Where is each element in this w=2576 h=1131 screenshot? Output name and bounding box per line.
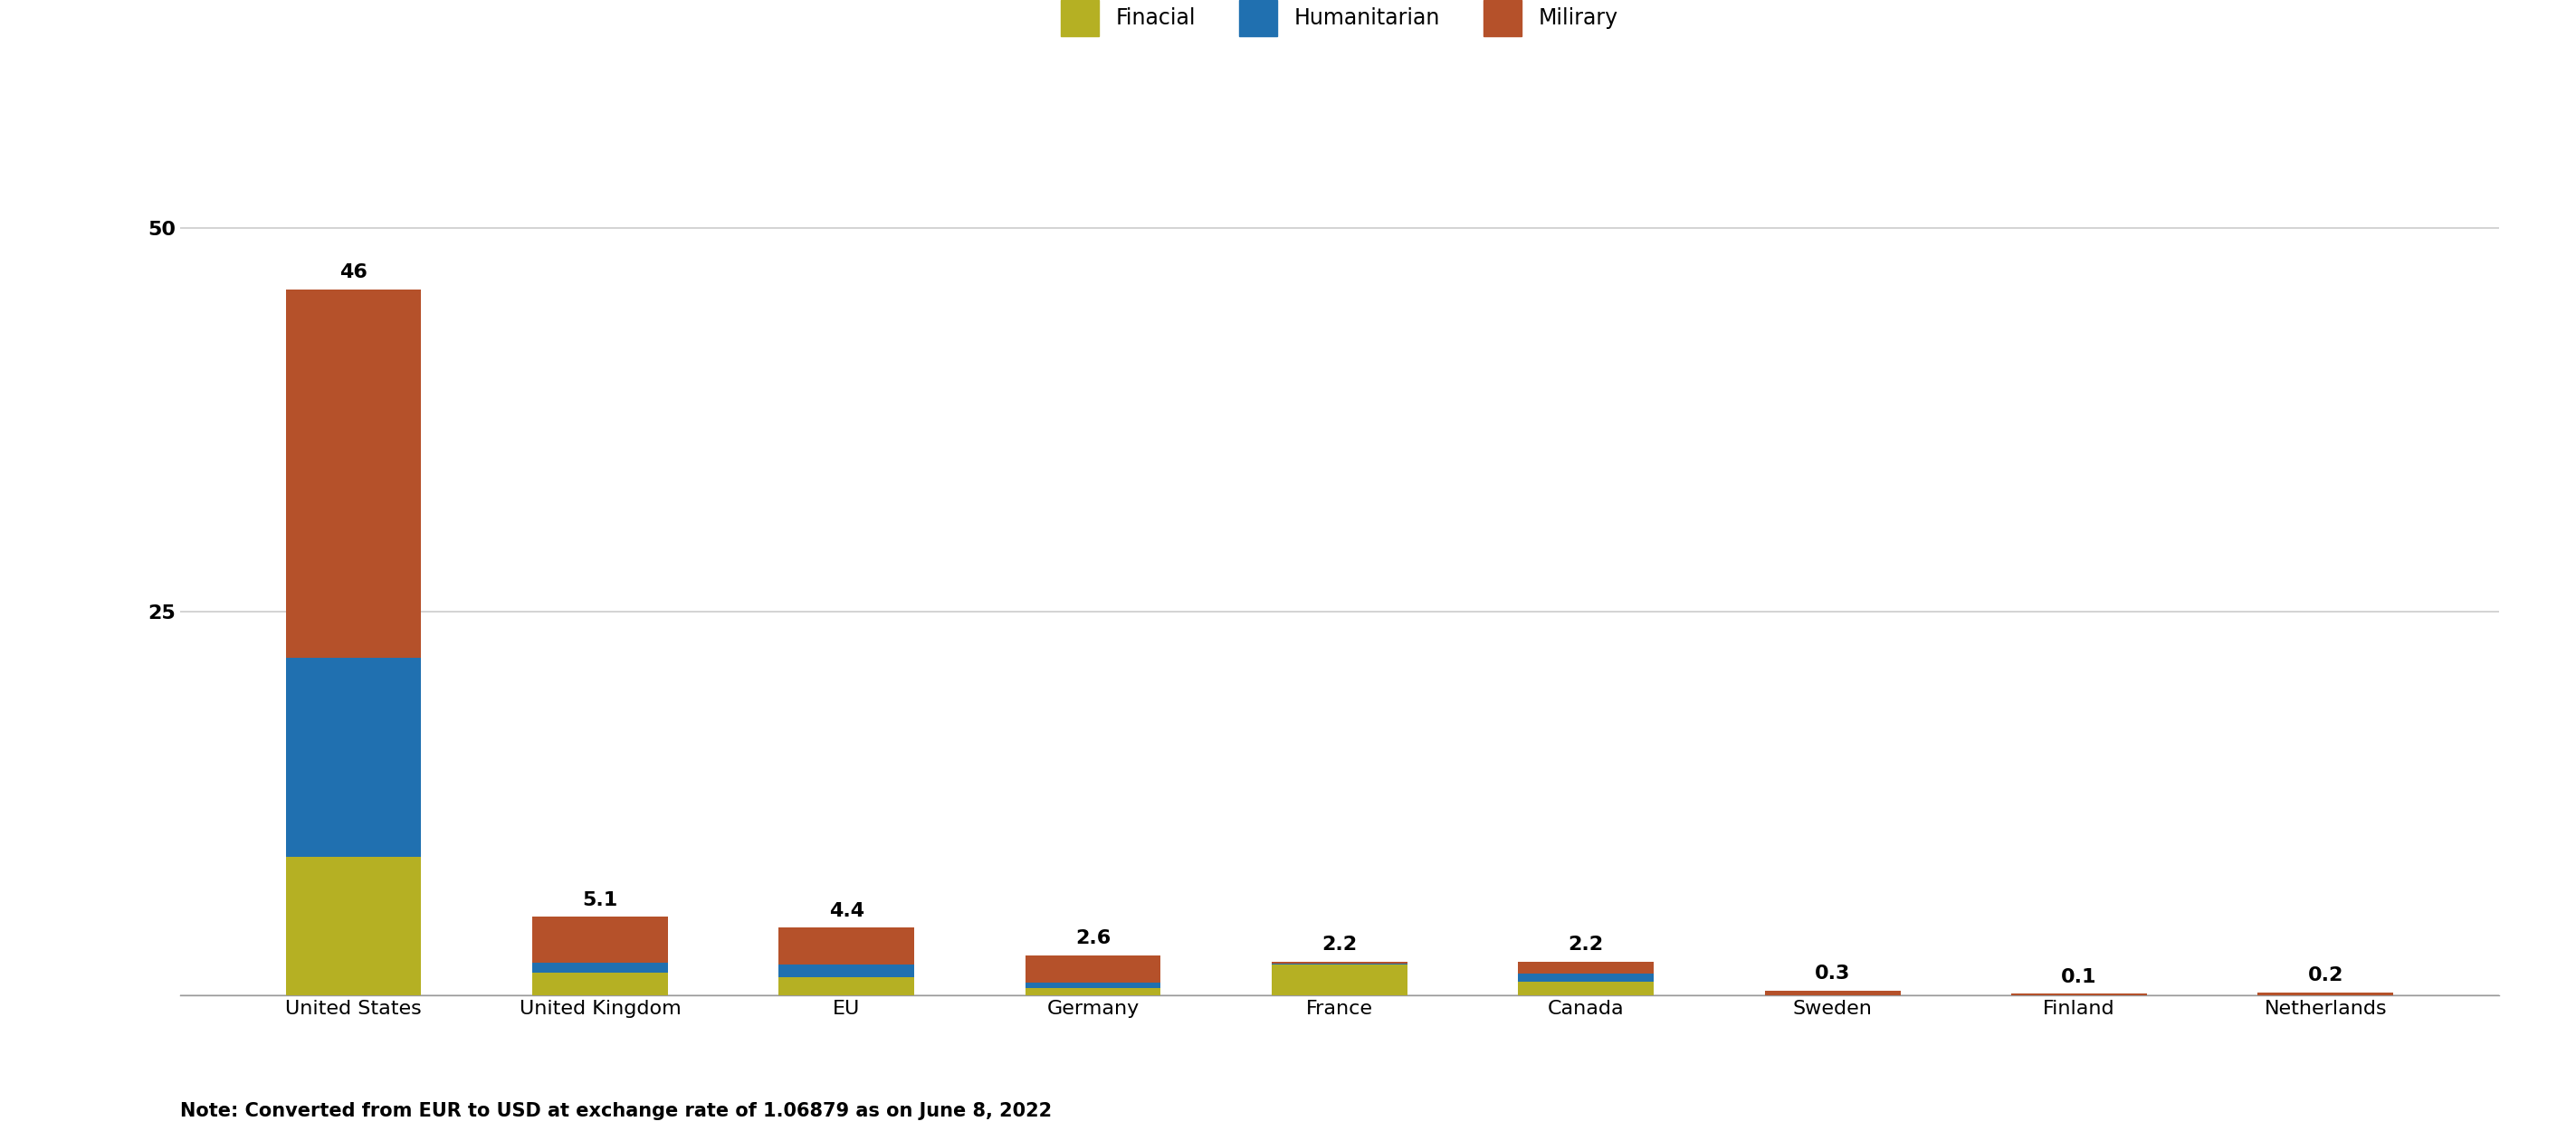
Bar <box>1025 983 1162 987</box>
Text: 2.2: 2.2 <box>1321 935 1358 953</box>
Text: 2.2: 2.2 <box>1569 935 1605 953</box>
Bar <box>2012 994 2146 995</box>
Bar <box>778 977 914 995</box>
Text: 0.3: 0.3 <box>1814 965 1850 983</box>
Bar <box>1025 956 1162 983</box>
Bar <box>778 927 914 965</box>
Bar <box>286 857 422 995</box>
Text: 0.1: 0.1 <box>2061 968 2097 986</box>
Bar <box>533 964 667 973</box>
Legend: Finacial, Humanitarian, Milirary: Finacial, Humanitarian, Milirary <box>1051 0 1628 44</box>
Bar <box>1025 987 1162 995</box>
Bar <box>1273 965 1406 995</box>
Bar <box>778 965 914 977</box>
Text: 2.6: 2.6 <box>1074 930 1110 948</box>
Text: 5.1: 5.1 <box>582 891 618 909</box>
Bar <box>1765 991 1901 995</box>
Bar <box>1273 961 1406 964</box>
Bar <box>1517 974 1654 982</box>
Text: Note: Converted from EUR to USD at exchange rate of 1.06879 as on June 8, 2022: Note: Converted from EUR to USD at excha… <box>180 1102 1051 1120</box>
Bar <box>1517 961 1654 974</box>
Bar <box>533 917 667 962</box>
Bar <box>533 973 667 995</box>
Text: 4.4: 4.4 <box>829 903 863 921</box>
Bar <box>2257 992 2393 995</box>
Bar <box>286 657 422 857</box>
Bar <box>286 290 422 657</box>
Text: 46: 46 <box>340 264 368 282</box>
Text: 0.2: 0.2 <box>2308 966 2344 984</box>
Bar <box>1517 982 1654 995</box>
